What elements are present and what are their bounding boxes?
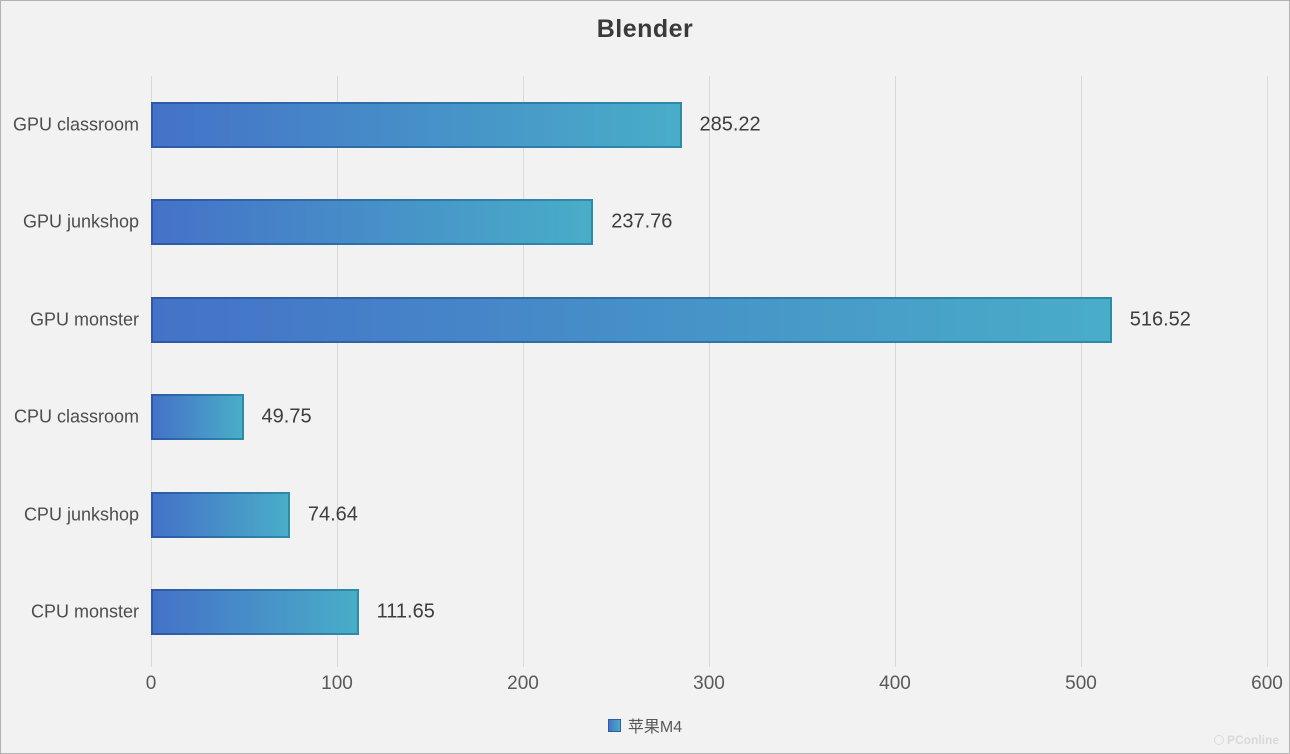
bar <box>151 589 359 636</box>
bar <box>151 101 682 148</box>
bar-row: CPU classroom 49.75 <box>14 369 1267 467</box>
watermark-text: PConline <box>1226 733 1279 747</box>
legend: 苹果M4 <box>1 713 1289 737</box>
x-tick-label: 100 <box>321 673 353 694</box>
gridline <box>151 76 152 667</box>
pconline-logo-icon <box>1213 735 1224 745</box>
value-label: 516.52 <box>1129 308 1191 331</box>
gridline <box>523 76 524 667</box>
legend-label: 苹果M4 <box>627 719 683 736</box>
category-label: CPU classroom <box>13 406 139 427</box>
x-tick-label: 300 <box>693 673 725 694</box>
chart-title: Blender <box>596 15 694 43</box>
bar <box>151 296 1112 343</box>
category-label: CPU monster <box>30 601 139 622</box>
value-label: 285.22 <box>699 113 761 136</box>
category-label: GPU monster <box>29 309 139 330</box>
bar <box>151 199 594 246</box>
gridline <box>337 76 338 667</box>
bar-row: GPU junkshop 237.76 <box>23 174 1267 272</box>
bar-row: CPU junkshop 74.64 <box>24 466 1267 564</box>
x-axis: 0 100 200 300 400 500 600 <box>146 673 1283 699</box>
gridline <box>709 76 710 667</box>
gridline <box>895 76 896 667</box>
x-tick-label: 500 <box>1065 673 1097 694</box>
value-label: 49.75 <box>261 405 312 428</box>
plot-area: GPU classroom 285.22 GPU junkshop 237.76 GPU… <box>13 76 1268 667</box>
legend-swatch-icon <box>607 718 621 732</box>
gridline <box>1267 76 1268 667</box>
watermark: PConline <box>1213 733 1279 747</box>
bar <box>151 491 290 538</box>
value-label: 74.64 <box>307 503 358 526</box>
bar-row: GPU classroom 285.22 <box>13 76 1267 174</box>
x-tick-label: 600 <box>1251 673 1283 694</box>
category-label: CPU junkshop <box>23 504 139 525</box>
x-tick-label: 0 <box>145 673 157 694</box>
value-label: 237.76 <box>611 210 673 233</box>
category-label: GPU junkshop <box>22 211 139 232</box>
bar-row: CPU monster 111.65 <box>31 564 1267 662</box>
gridline <box>1081 76 1082 667</box>
category-label: GPU classroom <box>12 114 139 135</box>
value-label: 111.65 <box>376 600 435 623</box>
x-tick-label: 200 <box>507 673 539 694</box>
bar-row: GPU monster 516.52 <box>30 271 1267 369</box>
bar <box>151 394 244 441</box>
x-tick-label: 400 <box>879 673 911 694</box>
